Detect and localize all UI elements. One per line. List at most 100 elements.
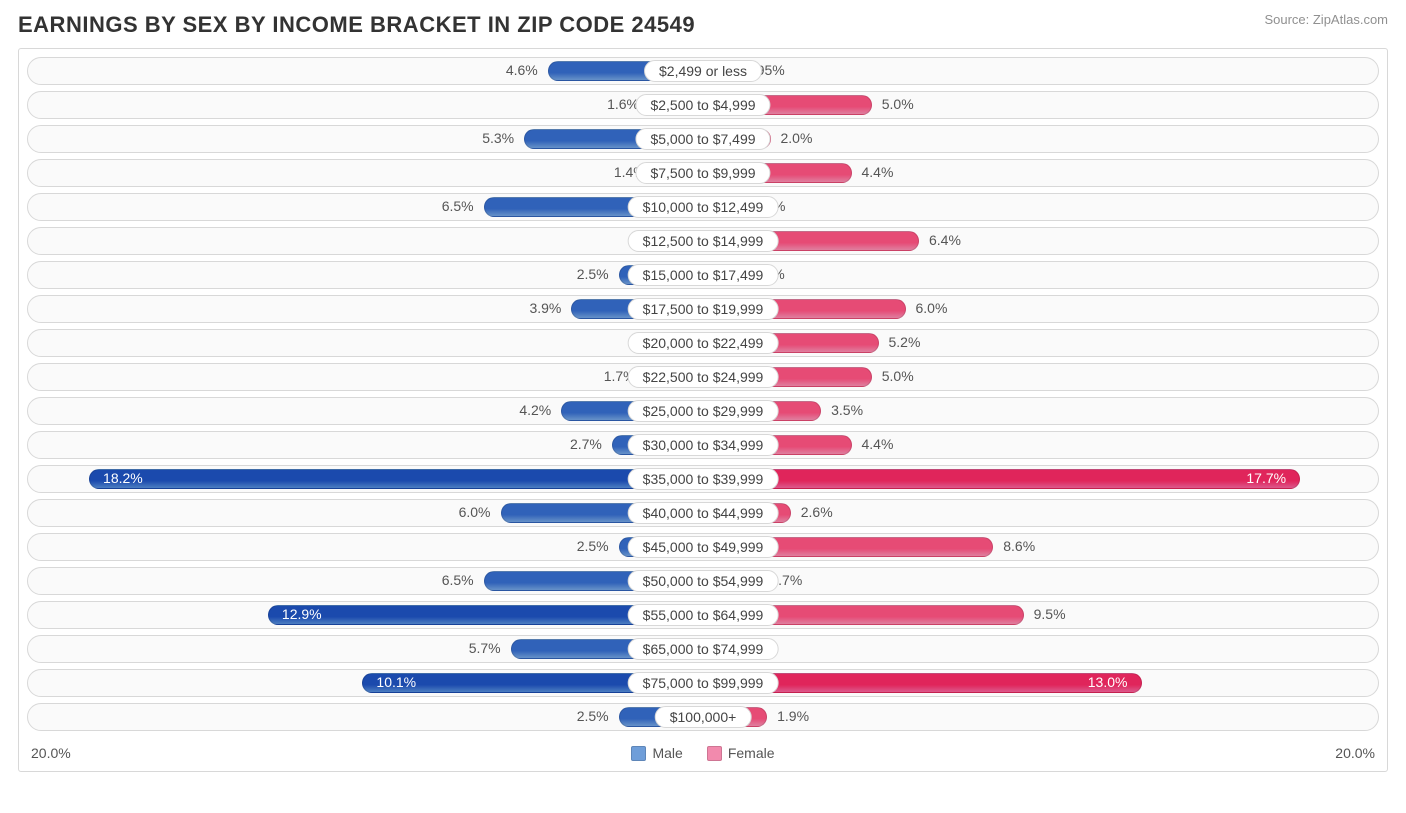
table-row: 2.5% 8.6% $45,000 to $49,999 bbox=[27, 533, 1379, 561]
legend-female-label: Female bbox=[728, 745, 775, 761]
table-row: 5.7%0.0%$65,000 to $74,999 bbox=[27, 635, 1379, 663]
category-pill: $50,000 to $54,999 bbox=[628, 570, 779, 592]
category-pill: $55,000 to $64,999 bbox=[628, 604, 779, 626]
axis-left-max: 20.0% bbox=[31, 745, 71, 761]
row-track: 4.6%0.95%$2,499 or less bbox=[27, 57, 1379, 85]
row-track: 1.7%5.0%$22,500 to $24,999 bbox=[27, 363, 1379, 391]
row-track: 2.5%0.95%$15,000 to $17,499 bbox=[27, 261, 1379, 289]
male-value-label: 10.1% bbox=[374, 674, 418, 690]
female-value-label: 13.0% bbox=[1086, 674, 1130, 690]
female-value-label: 17.7% bbox=[1244, 470, 1288, 486]
table-row: 1.4%4.4%$7,500 to $9,999 bbox=[27, 159, 1379, 187]
table-row: 6.0% 2.6% $40,000 to $44,999 bbox=[27, 499, 1379, 527]
male-value-label: 4.6% bbox=[504, 62, 540, 78]
row-track: 2.5% 8.6% $45,000 to $49,999 bbox=[27, 533, 1379, 561]
row-track: 2.5%1.9%$100,000+ bbox=[27, 703, 1379, 731]
row-track: 6.5%1.7%$50,000 to $54,999 bbox=[27, 567, 1379, 595]
row-track: 2.7% 4.4% $30,000 to $34,999 bbox=[27, 431, 1379, 459]
category-pill: $2,500 to $4,999 bbox=[635, 94, 770, 116]
row-track: 1.4%4.4%$7,500 to $9,999 bbox=[27, 159, 1379, 187]
legend-female-swatch bbox=[707, 746, 722, 761]
male-value-label: 4.2% bbox=[517, 402, 553, 418]
male-value-label: 5.3% bbox=[480, 130, 516, 146]
row-track: 0.7%6.4%$12,500 to $14,999 bbox=[27, 227, 1379, 255]
table-row: 5.3% 2.0% $5,000 to $7,499 bbox=[27, 125, 1379, 153]
row-track: 6.5%1.2%$10,000 to $12,499 bbox=[27, 193, 1379, 221]
female-value-label: 1.9% bbox=[775, 708, 811, 724]
male-value-label: 12.9% bbox=[280, 606, 324, 622]
category-pill: $10,000 to $12,499 bbox=[628, 196, 779, 218]
male-value-label: 3.9% bbox=[527, 300, 563, 316]
category-pill: $45,000 to $49,999 bbox=[628, 536, 779, 558]
male-value-label: 2.7% bbox=[568, 436, 604, 452]
female-value-label: 5.0% bbox=[880, 368, 916, 384]
male-value-label: 5.7% bbox=[467, 640, 503, 656]
legend-female: Female bbox=[707, 745, 775, 761]
male-value-label: 2.5% bbox=[575, 538, 611, 554]
category-pill: $40,000 to $44,999 bbox=[628, 502, 779, 524]
earnings-diverging-bar-chart: 4.6%0.95%$2,499 or less1.6%5.0%$2,500 to… bbox=[18, 48, 1388, 772]
row-track: 5.3% 2.0% $5,000 to $7,499 bbox=[27, 125, 1379, 153]
table-row: 0.7%6.4%$12,500 to $14,999 bbox=[27, 227, 1379, 255]
category-pill: $22,500 to $24,999 bbox=[628, 366, 779, 388]
male-value-label: 2.5% bbox=[575, 266, 611, 282]
category-pill: $17,500 to $19,999 bbox=[628, 298, 779, 320]
table-row: 6.5%1.2%$10,000 to $12,499 bbox=[27, 193, 1379, 221]
table-row: 18.2% 17.7% $35,000 to $39,999 bbox=[27, 465, 1379, 493]
table-row: 12.9% 9.5% $55,000 to $64,999 bbox=[27, 601, 1379, 629]
female-value-label: 9.5% bbox=[1032, 606, 1068, 622]
female-value-label: 6.0% bbox=[913, 300, 949, 316]
male-bar bbox=[89, 469, 703, 489]
category-pill: $12,500 to $14,999 bbox=[628, 230, 779, 252]
category-pill: $2,499 or less bbox=[644, 60, 762, 82]
female-value-label: 5.2% bbox=[887, 334, 923, 350]
female-value-label: 4.4% bbox=[860, 164, 896, 180]
female-bar bbox=[703, 469, 1300, 489]
row-track: 10.1% 13.0% $75,000 to $99,999 bbox=[27, 669, 1379, 697]
category-pill: $5,000 to $7,499 bbox=[635, 128, 770, 150]
row-track: 5.7%0.0%$65,000 to $74,999 bbox=[27, 635, 1379, 663]
row-track: 4.2% 3.5% $25,000 to $29,999 bbox=[27, 397, 1379, 425]
source-attribution: Source: ZipAtlas.com bbox=[1264, 12, 1388, 27]
legend-male: Male bbox=[631, 745, 682, 761]
male-value-label: 6.0% bbox=[457, 504, 493, 520]
category-pill: $100,000+ bbox=[655, 706, 752, 728]
category-pill: $75,000 to $99,999 bbox=[628, 672, 779, 694]
female-value-label: 6.4% bbox=[927, 232, 963, 248]
male-value-label: 6.5% bbox=[440, 198, 476, 214]
female-value-label: 3.5% bbox=[829, 402, 865, 418]
row-track: 18.2% 17.7% $35,000 to $39,999 bbox=[27, 465, 1379, 493]
table-row: 2.5%0.95%$15,000 to $17,499 bbox=[27, 261, 1379, 289]
table-row: 1.7%5.0%$22,500 to $24,999 bbox=[27, 363, 1379, 391]
table-row: 4.6%0.95%$2,499 or less bbox=[27, 57, 1379, 85]
male-value-label: 18.2% bbox=[101, 470, 145, 486]
table-row: 10.1% 13.0% $75,000 to $99,999 bbox=[27, 669, 1379, 697]
row-track: 3.9% 6.0% $17,500 to $19,999 bbox=[27, 295, 1379, 323]
category-pill: $7,500 to $9,999 bbox=[635, 162, 770, 184]
table-row: 3.9% 6.0% $17,500 to $19,999 bbox=[27, 295, 1379, 323]
table-row: 2.7% 4.4% $30,000 to $34,999 bbox=[27, 431, 1379, 459]
category-pill: $30,000 to $34,999 bbox=[628, 434, 779, 456]
row-track: 12.9% 9.5% $55,000 to $64,999 bbox=[27, 601, 1379, 629]
category-pill: $20,000 to $22,499 bbox=[628, 332, 779, 354]
category-pill: $35,000 to $39,999 bbox=[628, 468, 779, 490]
category-pill: $15,000 to $17,499 bbox=[628, 264, 779, 286]
axis-right-max: 20.0% bbox=[1335, 745, 1375, 761]
row-track: 6.0% 2.6% $40,000 to $44,999 bbox=[27, 499, 1379, 527]
legend: Male Female bbox=[631, 745, 774, 761]
female-value-label: 2.6% bbox=[799, 504, 835, 520]
female-value-label: 5.0% bbox=[880, 96, 916, 112]
table-row: 6.5%1.7%$50,000 to $54,999 bbox=[27, 567, 1379, 595]
female-value-label: 2.0% bbox=[779, 130, 815, 146]
table-row: 1.6%5.0%$2,500 to $4,999 bbox=[27, 91, 1379, 119]
chart-title: EARNINGS BY SEX BY INCOME BRACKET IN ZIP… bbox=[18, 12, 695, 38]
chart-rows-container: 4.6%0.95%$2,499 or less1.6%5.0%$2,500 to… bbox=[27, 57, 1379, 731]
female-value-label: 8.6% bbox=[1001, 538, 1037, 554]
category-pill: $65,000 to $74,999 bbox=[628, 638, 779, 660]
chart-footer: 20.0% Male Female 20.0% bbox=[27, 737, 1379, 771]
table-row: 4.2% 3.5% $25,000 to $29,999 bbox=[27, 397, 1379, 425]
legend-male-label: Male bbox=[652, 745, 682, 761]
category-pill: $25,000 to $29,999 bbox=[628, 400, 779, 422]
female-value-label: 4.4% bbox=[860, 436, 896, 452]
table-row: 0.61%5.2%$20,000 to $22,499 bbox=[27, 329, 1379, 357]
